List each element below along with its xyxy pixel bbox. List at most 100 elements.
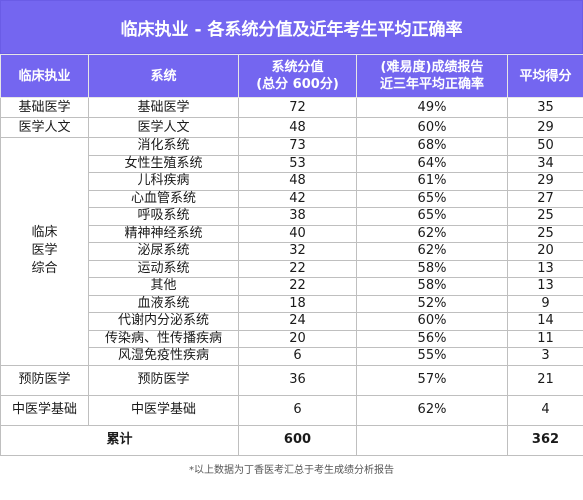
system-cell: 精神神经系统 — [88, 224, 239, 243]
avg-cell: 11 — [507, 329, 583, 348]
rate-cell: 64% — [356, 154, 508, 173]
score-cell: 32 — [238, 242, 357, 261]
system-cell: 血液系统 — [88, 294, 239, 313]
avg-cell: 21 — [507, 364, 583, 396]
table-row: 其他 22 58% 13 — [1, 277, 583, 296]
rate-cell: 61% — [356, 172, 508, 191]
score-cell: 38 — [238, 207, 357, 226]
system-cell: 呼吸系统 — [88, 207, 239, 226]
table-row: 心血管系统 42 65% 27 — [1, 189, 583, 208]
table-row: 中医学基础 中医学基础 6 62% 4 — [0, 394, 583, 426]
system-cell: 儿科疾病 — [88, 172, 239, 191]
header-avg: 平均得分 — [507, 54, 583, 98]
avg-cell: 25 — [507, 207, 583, 226]
system-cell: 基础医学 — [88, 97, 239, 118]
score-cell: 40 — [238, 224, 357, 243]
score-cell: 73 — [238, 137, 357, 156]
avg-cell: 20 — [507, 242, 583, 261]
header-category: 临床执业 — [0, 54, 89, 98]
rate-cell: 68% — [356, 137, 508, 156]
system-cell: 其他 — [88, 277, 239, 296]
rate-cell: 65% — [356, 189, 508, 208]
group-cell-clinical: 临床 医学 综合 — [0, 137, 89, 366]
group-cell: 医学人文 — [0, 117, 89, 138]
table-row: 运动系统 22 58% 13 — [1, 259, 583, 278]
table-row: 代谢内分泌系统 24 60% 14 — [1, 312, 583, 331]
group-cell: 预防医学 — [0, 364, 89, 396]
table-row: 传染病、性传播疾病 20 56% 11 — [1, 329, 583, 348]
system-cell: 医学人文 — [88, 117, 239, 138]
score-cell: 6 — [238, 394, 357, 426]
group-cell: 中医学基础 — [0, 394, 89, 426]
system-cell: 女性生殖系统 — [88, 154, 239, 173]
avg-cell: 14 — [507, 312, 583, 331]
table-row: 预防医学 预防医学 36 57% 21 — [0, 364, 583, 396]
system-cell: 泌尿系统 — [88, 242, 239, 261]
score-table: 临床执业 系统 系统分值 (总分 600分) (难易度)成绩报告 近三年平均正确率 … — [0, 54, 583, 456]
system-cell: 消化系统 — [88, 137, 239, 156]
score-cell: 72 — [238, 97, 357, 118]
page-title: 临床执业 - 各系统分值及近年考生平均正确率 — [0, 0, 583, 54]
score-cell: 42 — [238, 189, 357, 208]
total-score: 600 — [238, 424, 357, 456]
system-cell: 心血管系统 — [88, 189, 239, 208]
avg-cell: 13 — [507, 259, 583, 278]
table-row: 临床 医学 综合 消化系统 73 68% 50 — [0, 137, 583, 366]
system-cell: 运动系统 — [88, 259, 239, 278]
score-cell: 48 — [238, 117, 357, 138]
rate-cell: 55% — [356, 347, 508, 366]
table-row: 呼吸系统 38 65% 25 — [1, 207, 583, 226]
total-row: 累计 600 362 — [0, 424, 583, 456]
score-cell: 53 — [238, 154, 357, 173]
table-row: 女性生殖系统 53 64% 34 — [1, 154, 583, 173]
score-cell: 48 — [238, 172, 357, 191]
avg-cell: 35 — [507, 97, 583, 118]
rate-cell: 65% — [356, 207, 508, 226]
score-cell: 20 — [238, 329, 357, 348]
avg-cell: 25 — [507, 224, 583, 243]
header-row: 临床执业 系统 系统分值 (总分 600分) (难易度)成绩报告 近三年平均正确率 … — [0, 54, 583, 98]
score-cell: 22 — [238, 277, 357, 296]
rate-cell: 49% — [356, 97, 508, 118]
system-cell: 传染病、性传播疾病 — [88, 329, 239, 348]
table-row: 风湿免疫性疾病 6 55% 3 — [1, 347, 583, 366]
rate-cell: 52% — [356, 294, 508, 313]
rate-cell: 60% — [356, 117, 508, 138]
total-rate — [356, 424, 508, 456]
rate-cell: 58% — [356, 259, 508, 278]
avg-cell: 13 — [507, 277, 583, 296]
score-cell: 24 — [238, 312, 357, 331]
system-cell: 中医学基础 — [88, 394, 239, 426]
group-cell: 基础医学 — [0, 97, 89, 118]
score-cell: 18 — [238, 294, 357, 313]
score-cell: 6 — [238, 347, 357, 366]
total-label: 累计 — [0, 424, 239, 456]
avg-cell: 34 — [507, 154, 583, 173]
avg-cell: 50 — [507, 137, 583, 156]
header-rate: (难易度)成绩报告 近三年平均正确率 — [356, 54, 508, 98]
avg-cell: 29 — [507, 117, 583, 138]
header-score: 系统分值 (总分 600分) — [238, 54, 357, 98]
table-row: 医学人文 医学人文 48 60% 29 — [0, 117, 583, 138]
table-row: 精神神经系统 40 62% 25 — [1, 224, 583, 243]
table-row: 血液系统 18 52% 9 — [1, 294, 583, 313]
header-system: 系统 — [88, 54, 239, 98]
footnote: *以上数据为丁香医考汇总于考生成绩分析报告 — [189, 465, 394, 476]
rate-cell: 58% — [356, 277, 508, 296]
rate-cell: 56% — [356, 329, 508, 348]
avg-cell: 9 — [507, 294, 583, 313]
system-cell: 代谢内分泌系统 — [88, 312, 239, 331]
rate-cell: 62% — [356, 394, 508, 426]
system-cell: 风湿免疫性疾病 — [88, 347, 239, 366]
rate-cell: 62% — [356, 224, 508, 243]
table-row: 儿科疾病 48 61% 29 — [1, 172, 583, 191]
score-cell: 22 — [238, 259, 357, 278]
avg-cell: 4 — [507, 394, 583, 426]
avg-cell: 27 — [507, 189, 583, 208]
avg-cell: 3 — [507, 347, 583, 366]
rate-cell: 60% — [356, 312, 508, 331]
system-cell: 预防医学 — [88, 364, 239, 396]
table-row: 基础医学 基础医学 72 49% 35 — [0, 97, 583, 118]
score-cell: 36 — [238, 364, 357, 396]
rate-cell: 62% — [356, 242, 508, 261]
